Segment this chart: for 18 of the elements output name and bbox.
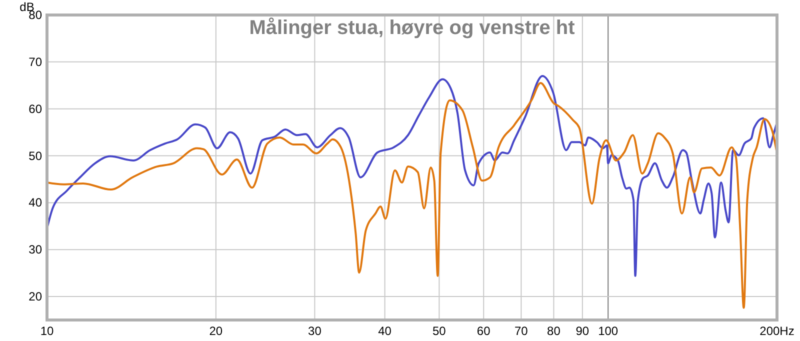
y-tick-label: 30	[28, 242, 42, 257]
x-tick-label: 80	[547, 324, 561, 338]
x-tick-label: 50	[432, 324, 446, 338]
y-tick-label: 50	[28, 148, 42, 163]
x-tick-label: 10	[40, 324, 54, 338]
x-tick-label: 100	[598, 324, 618, 338]
x-tick-label: 30	[308, 324, 322, 338]
x-tick-label: 70	[514, 324, 528, 338]
x-tick-label: 90	[576, 324, 590, 338]
y-tick-label: 20	[28, 290, 42, 304]
x-tick-label: 40	[378, 324, 392, 338]
x-tick-label: 20	[209, 324, 223, 338]
x-tick-label: 200Hz	[760, 324, 794, 338]
y-tick-label: 60	[28, 102, 42, 116]
x-tick-label: 60	[476, 324, 491, 338]
chart-title: Målinger stua, høyre og venstre ht	[249, 17, 576, 39]
y-tick-label: 70	[28, 54, 42, 69]
y-tick-label: 40	[28, 196, 42, 210]
